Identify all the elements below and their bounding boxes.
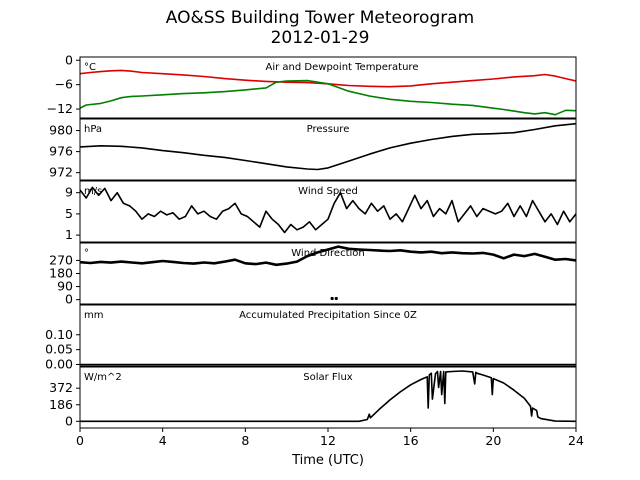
x-tick-label: 8 [241, 433, 249, 448]
x-tick-label: 24 [568, 433, 584, 448]
panel-2: 9 5 1 m/s Wind Speed [65, 180, 577, 243]
y-tick-label: 0 [65, 52, 73, 67]
y-tick-label: 976 [49, 144, 73, 159]
x-axis-label: Time (UTC) [292, 453, 364, 468]
unit-label: ° [84, 248, 89, 259]
y-tick-label: −6 [55, 77, 73, 92]
y-tick-label: 5 [65, 206, 73, 221]
panel-frame [79, 304, 577, 367]
x-tick-label: 20 [485, 433, 501, 448]
y-tick-label: 0.10 [45, 327, 73, 342]
series-line [80, 122, 576, 171]
series-line [80, 245, 576, 267]
y-tick-label: 186 [49, 397, 73, 412]
y-tick-label: 90 [57, 279, 73, 294]
panel-frame [79, 56, 577, 119]
y-tick-label: 0 [65, 413, 73, 428]
y-tick-label: 270 [49, 252, 73, 267]
figure-title: AO&SS Building Tower Meteorogram [165, 8, 475, 28]
figure-subtitle: 2012-01-29 [270, 28, 370, 48]
panel-0: 0 −6 −12 °C Air and Dewpoint Temperature [47, 52, 577, 119]
unit-label: mm [84, 310, 103, 321]
panel-4: 0.100.050.00 mm Accumulated Precipitation … [45, 304, 577, 372]
x-tick-label: 4 [159, 433, 167, 448]
series-line [80, 69, 576, 88]
panel-title: Wind Direction [291, 248, 365, 259]
unit-label: hPa [84, 124, 102, 135]
y-tick-label: 9 [65, 185, 73, 200]
y-tick-label: 980 [49, 123, 73, 138]
panel-title: Wind Speed [298, 186, 358, 197]
panel-title: Air and Dewpoint Temperature [266, 62, 419, 73]
y-tick-label: 0.00 [45, 357, 73, 372]
x-tick-label: 16 [403, 433, 419, 448]
y-tick-label: 1 [65, 227, 73, 242]
y-tick-label: −12 [47, 101, 73, 116]
panel-frame [79, 118, 577, 181]
data-point [330, 296, 334, 301]
unit-label: W/m^2 [84, 372, 122, 383]
y-tick-label: 180 [49, 266, 73, 281]
panel-title: Accumulated Precipitation Since 0Z [239, 310, 417, 321]
series-line [80, 370, 576, 423]
y-tick-label: 0.05 [45, 342, 73, 357]
unit-label: m/s [84, 186, 102, 197]
series-line [80, 79, 576, 116]
panel-title: Solar Flux [303, 372, 353, 383]
x-tick-label: 12 [320, 433, 336, 448]
panel-title: Pressure [307, 124, 350, 135]
unit-label: °C [84, 62, 96, 73]
y-tick-label: 372 [49, 380, 73, 395]
panel-1: 980 976 972 hPa Pressure [49, 118, 577, 181]
y-tick-label: 972 [49, 165, 73, 180]
x-tick-label: 0 [76, 433, 84, 448]
y-tick-label: 0 [65, 292, 73, 307]
data-point [334, 296, 338, 301]
panel-frame [79, 180, 577, 243]
series-line [80, 186, 576, 234]
